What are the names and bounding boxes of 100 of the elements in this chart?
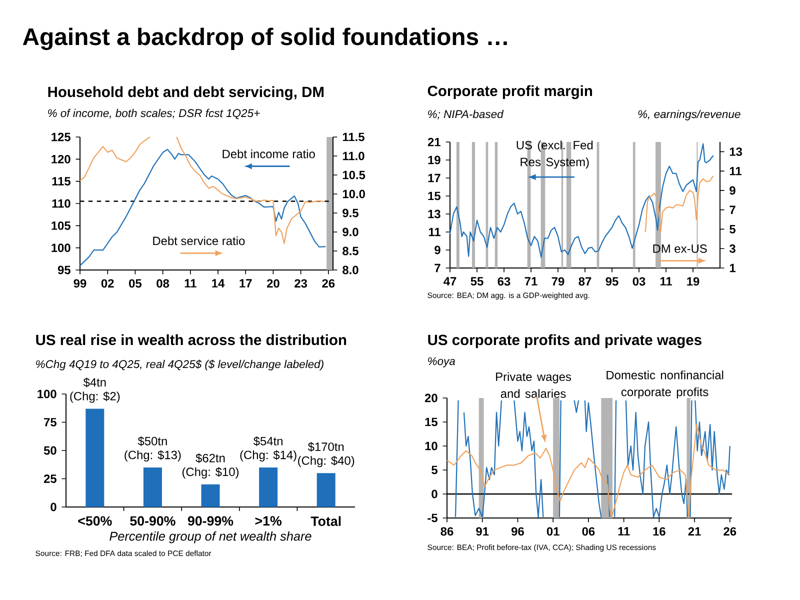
y-axis-title: %; NIPA-based [428, 110, 504, 120]
y-tick-label: 75 [44, 418, 56, 426]
annotation: $62tn [196, 453, 225, 464]
text: Debt service ratio [153, 236, 245, 246]
y2-tick-label: 5 [730, 225, 736, 234]
y2-tick-label: 9.5 [342, 208, 358, 218]
y2-axis-title: %, earnings/revenue [638, 110, 740, 120]
x-tick-label: 95 [606, 277, 618, 286]
x-tick-label: 91 [476, 527, 489, 536]
y-tick-label: 115 [52, 177, 70, 186]
text: Private wages and salaries [496, 372, 572, 398]
y-tick-label: 50 [44, 446, 56, 455]
series-label: DM ex-US [653, 244, 707, 253]
x-tick-label: 21 [688, 527, 701, 536]
series-label: Debt income ratio [222, 149, 315, 158]
x-axis-title: Percentile group of net wealth share [110, 531, 312, 544]
y2-tick-label: 11.5 [342, 132, 364, 142]
x-tick-label: 14 [212, 279, 225, 288]
y-tick-label: 9 [434, 246, 440, 254]
x-tick-label: 71 [524, 277, 538, 286]
y-tick-label: 125 [52, 132, 70, 142]
y-tick-label: 105 [52, 221, 70, 230]
x-tick-label: 26 [724, 527, 736, 536]
annotation: (Chg: $13) [124, 450, 181, 462]
chart-title: US corporate profits and private wages [428, 334, 702, 348]
y2-tick-label: 8.0 [342, 266, 358, 274]
x-tick-label: 17 [240, 279, 252, 288]
annotation: (Chg: $40) [298, 456, 354, 468]
y-tick-label: 0 [432, 490, 438, 498]
annotation: $170tn [308, 442, 344, 452]
y-tick-label: 20 [424, 394, 438, 402]
bar [143, 467, 162, 507]
bar [86, 408, 104, 507]
chart-title: Corporate profit margin [428, 85, 592, 100]
x-tick-label: 96 [512, 527, 524, 536]
bar [316, 473, 336, 507]
y2-tick-label: 10.0 [342, 190, 365, 198]
x-tick-label: 47 [444, 277, 456, 286]
x-tick-label: 16 [653, 527, 666, 536]
y-tick-label: 19 [428, 156, 440, 164]
y2-tick-label: 1 [730, 264, 736, 272]
series-label: Domestic nonfinancial corporate profits [606, 370, 724, 399]
x-tick-label: 06 [582, 527, 595, 536]
x-tick-label: 01 [546, 527, 560, 536]
chart-title: US real rise in wealth across the distribution [36, 334, 346, 346]
chart-subtitle: % of income, both scales; DSR fcst 1Q25+ [48, 108, 260, 120]
annotation: $50tn [138, 436, 167, 446]
x-tick-label: 20 [266, 279, 280, 288]
y2-tick-label: 8.5 [342, 246, 358, 256]
x-tick-label: 11 [618, 527, 630, 536]
bar [259, 467, 278, 507]
y-tick-label: 25 [44, 474, 56, 483]
chart-subtitle: %Chg 4Q19 to 4Q25, real 4Q25$ ($ level/change labeled) [36, 360, 324, 370]
annotation: (Chg: $14) [240, 450, 296, 462]
x-tick-label: 79 [552, 277, 564, 286]
x-tick-label: Total [310, 516, 341, 526]
text: Against a backdrop of solid foundations … [22, 28, 507, 50]
line-series [644, 175, 714, 233]
text: US (excl. Fed Res System) [516, 140, 593, 169]
y-tick-label: 17 [428, 174, 440, 182]
x-tick-label: 99 [74, 279, 86, 288]
x-tick-label: 63 [498, 277, 510, 286]
y-tick-label: 120 [52, 154, 70, 164]
x-tick-label: 87 [578, 277, 592, 286]
y-tick-label: 21 [428, 138, 440, 146]
line-series [79, 148, 326, 266]
y-tick-label: 5 [432, 466, 438, 474]
x-tick-label: <50% [78, 516, 112, 526]
y-tick-label: 13 [428, 210, 440, 218]
y2-tick-label: 10.5 [342, 170, 366, 180]
x-tick-label: 86 [440, 527, 454, 536]
y-tick-label: 0 [50, 502, 56, 512]
y2-tick-label: 11.0 [342, 152, 364, 160]
x-tick-label: 02 [101, 279, 114, 288]
x-tick-label: 11 [660, 277, 672, 286]
annotation: (Chg: $10) [182, 467, 239, 478]
y-tick-label: 95 [58, 266, 70, 274]
y-tick-label: 11 [428, 228, 440, 236]
y-tick-label: 110 [52, 199, 70, 208]
y-tick-label: 15 [425, 418, 438, 426]
x-tick-label: 03 [632, 277, 646, 286]
y2-tick-label: 13 [730, 147, 742, 156]
x-tick-label: 19 [687, 277, 700, 286]
x-tick-label: 90-99% [188, 516, 234, 526]
annotation: (Chg: $2) [70, 391, 120, 403]
y2-tick-label: 9 [730, 186, 736, 195]
x-tick-label: 05 [129, 279, 142, 288]
x-tick-label: 50-90% [130, 516, 176, 526]
x-tick-label: 55 [470, 277, 484, 286]
chart-subtitle: %oya [428, 357, 456, 368]
y-tick-label: 100 [52, 244, 70, 252]
x-tick-label: 26 [322, 279, 335, 288]
y-tick-label: 100 [38, 390, 56, 398]
x-tick-label: 11 [184, 279, 196, 288]
y2-tick-label: 3 [729, 244, 736, 253]
y-tick-label: 7 [434, 264, 440, 272]
x-tick-label: 08 [156, 279, 170, 288]
y2-tick-label: 9.0 [342, 228, 358, 236]
y-tick-label: 10 [425, 442, 438, 450]
bar [201, 484, 220, 507]
